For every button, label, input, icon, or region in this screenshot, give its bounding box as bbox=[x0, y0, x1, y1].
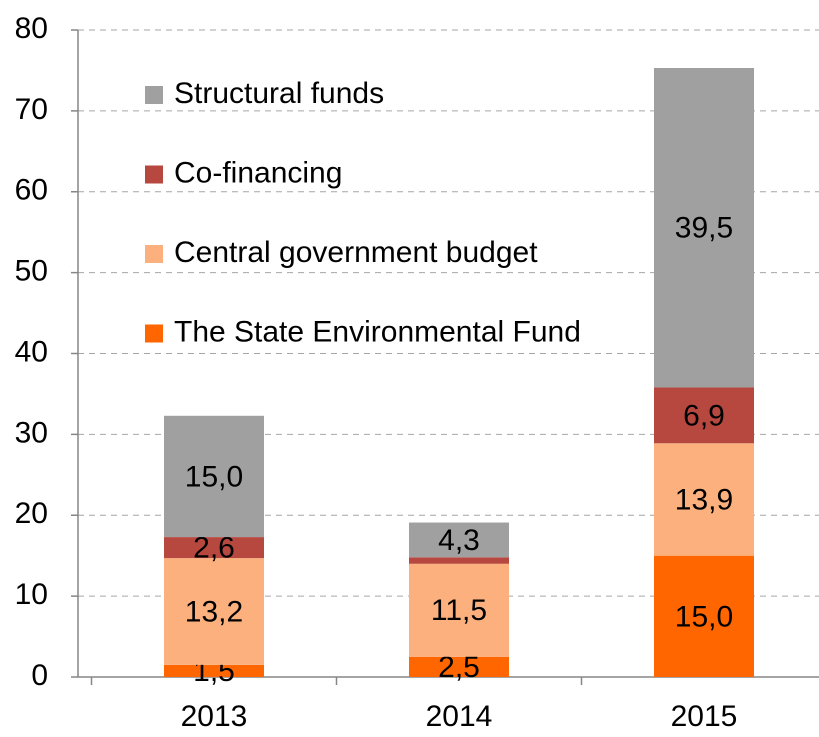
legend-swatch bbox=[145, 165, 163, 184]
legend-label: Structural funds bbox=[174, 77, 384, 110]
data-label: 39,5 bbox=[675, 212, 733, 245]
bar-segment bbox=[164, 537, 264, 559]
y-tick-label: 50 bbox=[15, 255, 48, 288]
legend-swatch bbox=[145, 86, 163, 104]
y-tick-label: 70 bbox=[15, 93, 48, 126]
legend-swatch bbox=[145, 245, 163, 263]
legend-label: The State Environmental Fund bbox=[174, 315, 581, 348]
bar-segment bbox=[409, 656, 509, 677]
y-tick-label: 30 bbox=[15, 416, 48, 449]
y-tick-label: 40 bbox=[15, 335, 48, 368]
data-label: 4,3 bbox=[438, 524, 480, 557]
x-tick-label: 2013 bbox=[181, 700, 248, 733]
bar-segment bbox=[409, 563, 509, 657]
data-label: 11,5 bbox=[431, 594, 487, 627]
x-tick-label: 2014 bbox=[426, 700, 493, 733]
bar-segment bbox=[654, 387, 754, 444]
legend-label: Co-financing bbox=[174, 156, 342, 189]
y-tick-label: 20 bbox=[15, 497, 48, 530]
data-label: 13,9 bbox=[675, 483, 733, 516]
x-tick-label: 2015 bbox=[671, 700, 738, 733]
legend-swatch bbox=[145, 324, 163, 343]
bar-segment bbox=[164, 415, 264, 538]
bar-segment bbox=[164, 558, 264, 665]
y-tick-label: 10 bbox=[15, 578, 48, 611]
data-label: 15,0 bbox=[185, 460, 243, 493]
data-label: 15,0 bbox=[675, 600, 733, 633]
data-label: 6,9 bbox=[683, 399, 725, 432]
bar-segment bbox=[409, 557, 509, 564]
y-tick-label: 60 bbox=[15, 174, 48, 207]
y-tick-label: 0 bbox=[31, 659, 48, 692]
bar-segment bbox=[654, 555, 754, 677]
bar-segment bbox=[654, 443, 754, 556]
y-tick-label: 80 bbox=[15, 12, 48, 45]
legend-label: Central government budget bbox=[174, 236, 538, 269]
bar-segment bbox=[164, 664, 264, 677]
bar-segment bbox=[409, 522, 509, 558]
data-label: 13,2 bbox=[185, 595, 243, 628]
bar-segment bbox=[654, 68, 754, 388]
